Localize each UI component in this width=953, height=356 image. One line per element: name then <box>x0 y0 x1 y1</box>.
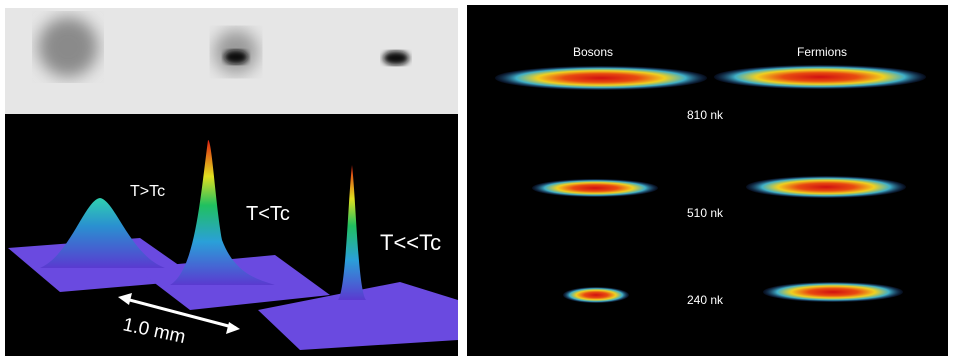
temperature-label: T<<Tc <box>380 230 441 255</box>
temperature-label: 510 nk <box>687 206 724 220</box>
atom-cloud <box>563 287 629 303</box>
column-label: Fermions <box>797 45 847 59</box>
left-panel: T>Tc T<Tc T<<Tc 1.0 mm <box>5 8 458 356</box>
temperature-label: 240 nk <box>687 293 724 307</box>
column-label: Bosons <box>573 45 613 59</box>
atom-cloud <box>495 66 707 90</box>
cloud-shadow <box>383 51 409 65</box>
right-panel: Bosons Fermions 810 nk 510 nk 240 nk <box>467 5 948 356</box>
atom-cloud <box>763 282 903 302</box>
temperature-label: T>Tc <box>130 183 165 200</box>
atom-cloud <box>746 176 906 198</box>
atom-cloud <box>532 179 658 197</box>
cloud-shadow <box>38 17 98 77</box>
cloud-shadow <box>224 50 248 64</box>
atom-cloud <box>714 65 926 89</box>
temperature-label: 810 nk <box>687 108 724 122</box>
temperature-label: T<Tc <box>246 203 290 225</box>
figure: T>Tc T<Tc T<<Tc 1.0 mm Bosons Fermions 8… <box>0 0 953 356</box>
